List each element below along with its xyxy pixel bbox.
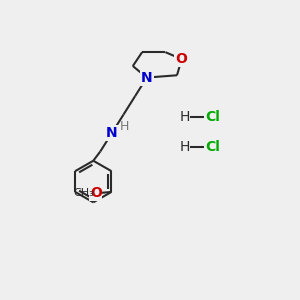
Text: N: N	[106, 126, 118, 140]
Text: H: H	[180, 110, 190, 124]
Text: CH₃: CH₃	[73, 188, 94, 198]
Text: O: O	[90, 186, 102, 200]
Text: O: O	[176, 52, 188, 66]
Text: N: N	[141, 70, 153, 85]
Text: Cl: Cl	[205, 110, 220, 124]
Text: H: H	[120, 120, 129, 133]
Text: H: H	[180, 140, 190, 154]
Text: Cl: Cl	[205, 140, 220, 154]
